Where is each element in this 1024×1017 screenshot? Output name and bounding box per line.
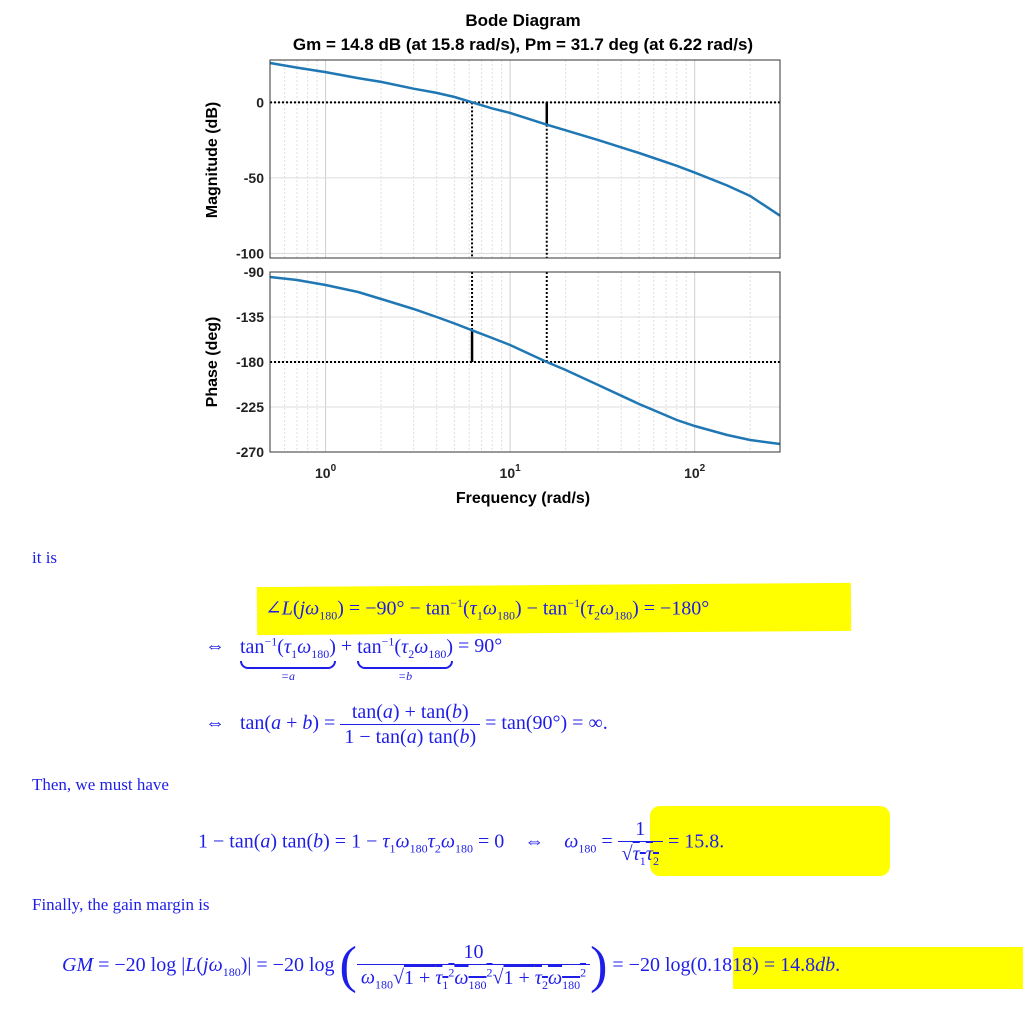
ytick-label: -225: [236, 399, 264, 415]
equation-omega180: 1 − tan(a) tan(b) = 1 − τ1ω180τ2ω180 = 0…: [198, 818, 725, 868]
x-axis-label: Frequency (rad/s): [456, 490, 590, 507]
magnitude-panel: 0 -50 -100 Magnitude (dB): [204, 59, 781, 261]
text-then: Then, we must have: [32, 775, 169, 794]
magnitude-grid: [269, 60, 780, 258]
equation-tan-sum: ⇔ tan(a + b) = tan(a) + tan(b) 1 − tan(a)…: [205, 701, 608, 748]
ytick-label: -180: [236, 354, 264, 370]
ytick-label: -50: [244, 170, 264, 186]
x-tick-labels: 100 101 102: [315, 463, 706, 481]
ytick-label: 0: [256, 94, 264, 110]
phase-ytick-labels: -90 -135 -180 -225 -270: [236, 264, 264, 460]
text-finally: Finally, the gain margin is: [32, 895, 210, 914]
equation-arctan-sum: ⇔ tan−1(τ1ω180) =a + tan−1(τ2ω180) =b = 90…: [205, 634, 503, 684]
ytick-label: -135: [236, 309, 264, 325]
magnitude-marker-lines: [471, 102, 549, 258]
chart-title: Bode Diagram: [465, 11, 580, 30]
highlight-gm-result: [733, 947, 1023, 989]
xtick-label: 100: [315, 463, 337, 481]
xtick-label: 101: [500, 463, 522, 481]
bode-diagram: Bode Diagram Gm = 14.8 dB (at 15.8 rad/s…: [204, 11, 781, 507]
ytick-label: -270: [236, 444, 264, 460]
magnitude-ylabel: Magnitude (dB): [204, 102, 221, 218]
chart-subtitle: Gm = 14.8 dB (at 15.8 rad/s), Pm = 31.7 …: [293, 35, 753, 54]
ytick-label: -100: [236, 245, 264, 261]
phase-frame: [269, 271, 781, 453]
phase-marker-lines: [470, 272, 548, 362]
magnitude-frame: [269, 59, 781, 259]
highlight-omega-result: [650, 806, 890, 876]
magnitude-curve: [269, 61, 781, 217]
phase-curve: [269, 275, 781, 446]
text-it-is: it is: [32, 548, 58, 567]
xtick-label: 102: [684, 463, 706, 481]
phase-ylabel: Phase (deg): [204, 317, 221, 408]
equation-gain-margin: GM = −20 log |L(jω180)| = −20 log (10 ω18…: [62, 937, 841, 994]
equation-phase-angle: ∠L(jω180) = −90° − tan−1(τ1ω180) − tan−1…: [265, 596, 710, 623]
ytick-label: -90: [244, 264, 264, 280]
magnitude-ytick-labels: 0 -50 -100: [236, 94, 264, 261]
phase-panel: -90 -135 -180 -225 -270 Phase (deg): [204, 264, 781, 460]
